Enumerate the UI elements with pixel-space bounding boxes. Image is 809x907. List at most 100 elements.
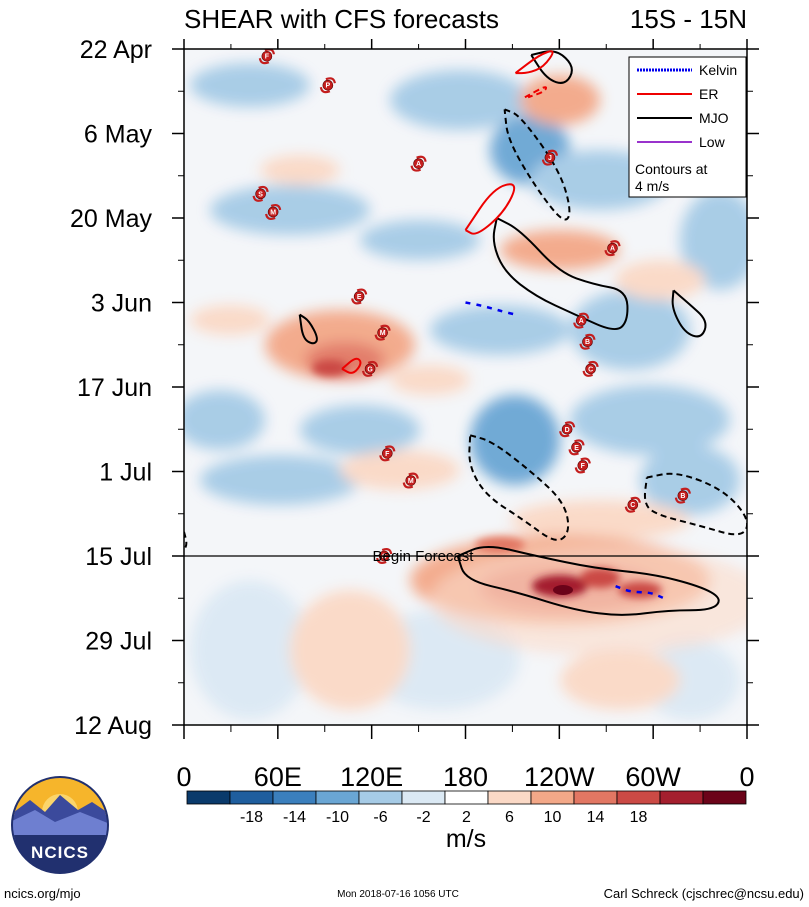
storm-spiral (604, 240, 621, 257)
storm-spiral (410, 155, 427, 172)
storm-spiral (319, 77, 336, 94)
colorbar-tick-label: -6 (373, 809, 387, 826)
colorbar-swatch (573, 790, 618, 805)
y-tick-label: 12 Aug (74, 712, 152, 740)
storm-spiral (568, 439, 585, 456)
x-tick-label: 180 (443, 762, 488, 792)
lat-band-label: 15S - 15N (630, 4, 747, 34)
storm-spiral (573, 312, 590, 329)
storm-spiral (559, 421, 576, 438)
storm-spiral (624, 496, 641, 513)
colorbar-swatch (530, 790, 575, 805)
storm-eye (322, 79, 334, 91)
contours-layer (184, 50, 747, 616)
storm-letter: P (326, 83, 331, 90)
x-tick-label: 0 (176, 762, 191, 792)
mjo-contour (530, 50, 573, 84)
storm-spiral (362, 360, 379, 377)
storm-marker: A (410, 155, 427, 172)
storm-letter: A (416, 161, 421, 168)
storm-letter: S (258, 191, 263, 198)
storm-eye (627, 499, 639, 510)
footer-center: Mon 2018-07-16 1056 UTC (337, 889, 459, 900)
storm-eye (585, 363, 596, 375)
shear-max-cell (553, 585, 573, 595)
storm-marker: M (374, 324, 391, 341)
colorbar-swatch (315, 790, 360, 805)
storm-eye (382, 448, 393, 459)
storm-letter: F (385, 451, 390, 458)
colorbar-swatch (358, 790, 403, 805)
x-tick-label: 60E (254, 762, 302, 792)
storm-spiral (265, 203, 282, 220)
storm-spiral (582, 360, 599, 377)
storm-eye (571, 442, 582, 453)
storm-eye (261, 50, 273, 62)
y-axis: 22 Apr 6 May 20 May 3 Jun 17 Jun 1 Jul 15 Jul 2… (70, 36, 759, 740)
logo-text: NCICS (31, 843, 89, 862)
storm-eye (544, 152, 556, 163)
colorbar-tick-label: 18 (630, 809, 648, 826)
legend-label-er: ER (699, 86, 718, 102)
x-tick-label: 120W (524, 762, 595, 792)
colorbar-swatch (186, 790, 231, 805)
colorbar-swatch (616, 790, 661, 805)
storm-marker: A (573, 312, 590, 329)
storm-letter: M (380, 330, 386, 337)
colorbar-tick-label: 6 (505, 809, 514, 826)
mjo-contour (503, 108, 571, 221)
storm-eye (677, 490, 689, 501)
storm-marker: B (579, 333, 596, 350)
storm-eye (561, 423, 573, 435)
storm-marker: M (265, 203, 282, 220)
colorbar-tick-label: -2 (416, 809, 430, 826)
storm-letter: J (548, 155, 552, 162)
colorbar-tick-label: 10 (544, 809, 562, 826)
storm-marker: G (362, 360, 379, 377)
storm-letter: C (588, 366, 593, 373)
colorbar: -18 -14 -10 -6 -2 2 6 10 14 18 (186, 790, 747, 826)
mjo-contour (456, 545, 720, 616)
er-contour (341, 357, 362, 374)
y-tick-label: 15 Jul (85, 543, 152, 571)
storm-letter: C (630, 502, 635, 509)
colorbar-swatch (487, 790, 532, 805)
storm-marker: B (674, 487, 691, 504)
storm-marker: J (541, 149, 559, 166)
storm-eye (575, 315, 587, 326)
legend-label-mjo: MJO (699, 110, 729, 126)
colorbar-swatch (702, 790, 747, 805)
y-tick-label: 20 May (70, 205, 152, 233)
legend-note-line1: Contours at (635, 161, 707, 177)
er-contour (464, 183, 516, 235)
storm-letter: E (574, 445, 579, 452)
storm-letter: D (565, 427, 570, 434)
colorbar-tick-label: -18 (240, 809, 263, 826)
storm-spiral (541, 149, 559, 166)
storm-eye (353, 291, 365, 302)
storm-letter: B (680, 493, 685, 500)
ncics-logo: NCICS (11, 776, 109, 874)
colorbar-tick-label: -14 (283, 809, 306, 826)
colorbar-swatch (659, 790, 704, 805)
storm-eye (377, 327, 388, 338)
footer-left: ncics.org/mjo (4, 886, 81, 901)
mjo-contour (468, 434, 570, 541)
storm-letter: F (265, 54, 270, 61)
storm-eye (405, 475, 417, 486)
storm-letter: M (408, 478, 414, 485)
colorbar-swatch (401, 790, 446, 805)
x-tick-label: 120E (340, 762, 403, 792)
storm-eye (267, 206, 279, 218)
storm-marker: C (624, 496, 641, 513)
legend-note-line2: 4 m/s (635, 178, 669, 194)
y-tick-label: 29 Jul (85, 628, 152, 656)
y-tick-label: 1 Jul (99, 459, 152, 487)
y-tick-label: 22 Apr (80, 36, 152, 64)
x-tick-label: 0 (739, 762, 754, 792)
storm-letter: F (581, 463, 586, 470)
storm-letter: A (610, 246, 615, 253)
storm-marker: F (379, 445, 396, 462)
storm-marker: E (351, 288, 368, 305)
